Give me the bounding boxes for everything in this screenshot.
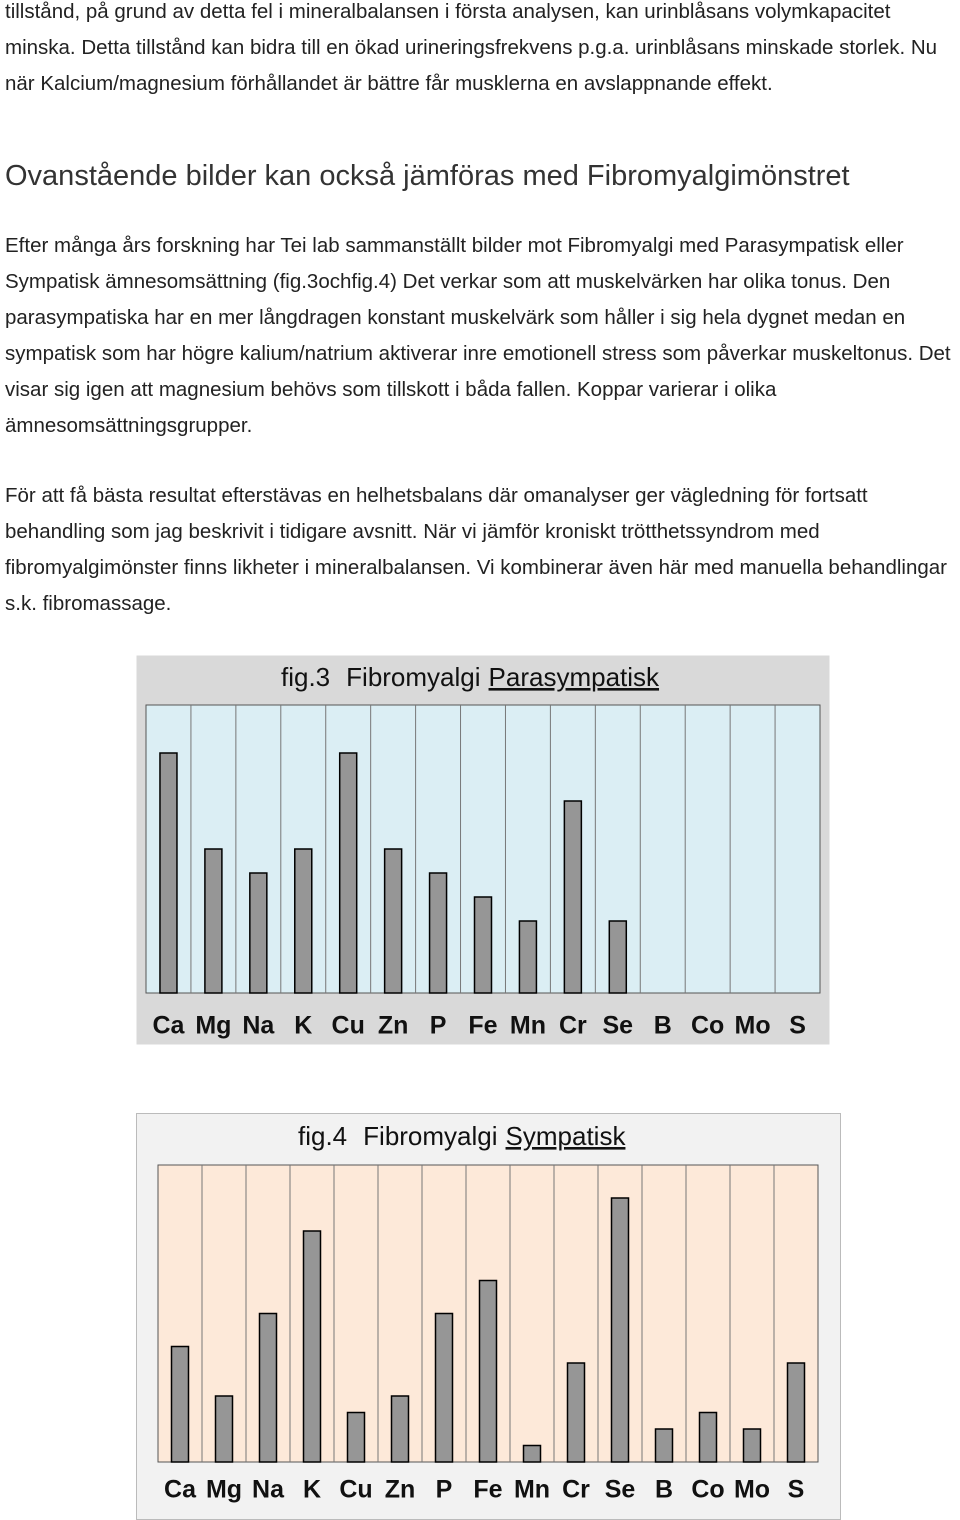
paragraph: tillstånd, på grund av detta fel i miner… [5, 0, 938, 95]
x-tick-label: Cr [559, 1012, 587, 1040]
figure-label: fig.4 [298, 1121, 347, 1151]
bar [478, 1279, 498, 1463]
x-tick-label: Co [691, 1476, 724, 1504]
x-tick-label: Ca [152, 1012, 185, 1040]
chart: fig.3 Fibromyalgi Parasympatisk Ca Mg Na K Cu Zn… [136, 655, 830, 1045]
x-tick-label: Cu [332, 1012, 365, 1040]
paragraph: Efter många års forskning har Tei lab sa… [5, 234, 951, 437]
x-tick-label: B [654, 1012, 672, 1040]
bar [338, 752, 358, 994]
bar [608, 920, 628, 994]
x-tick-label: P [430, 1012, 447, 1040]
x-tick-label: B [655, 1476, 673, 1504]
bar [428, 872, 448, 994]
chart-title: fig.4 Fibromyalgi Sympatisk [298, 1121, 626, 1151]
x-tick-label: Cr [562, 1476, 590, 1504]
x-tick-label: Mn [514, 1476, 550, 1504]
x-tick-label: Ca [164, 1476, 197, 1504]
bar [159, 752, 178, 994]
figure-label: fig.3 [281, 662, 330, 692]
bar [383, 848, 403, 994]
x-tick-label: Mg [195, 1012, 231, 1040]
bar [302, 1230, 322, 1463]
bar [610, 1197, 630, 1463]
bar [654, 1428, 674, 1463]
x-tick-label: Se [605, 1476, 636, 1504]
heading: Ovanstående bilder kan också jämföras me… [5, 160, 850, 192]
x-tick-label: Se [603, 1012, 634, 1040]
bar [522, 1444, 542, 1463]
bar [698, 1411, 718, 1463]
x-tick-label: K [294, 1012, 312, 1040]
bar [566, 1362, 586, 1463]
x-tick-label: Fe [468, 1012, 497, 1040]
x-tick-label: Mo [735, 1012, 771, 1040]
chart: fig.4 Fibromyalgi Sympatisk Ca Mg Na K Cu Zn P Fe M… [136, 1113, 841, 1520]
x-tick-label: Na [242, 1012, 275, 1040]
x-tick-label: K [303, 1476, 321, 1504]
title: Fibromyalgi [363, 1121, 497, 1151]
x-tick-label: Mo [734, 1476, 770, 1504]
x-tick-label: Cu [339, 1476, 372, 1504]
x-tick-label: Zn [378, 1012, 409, 1040]
bar [170, 1345, 190, 1463]
bar [390, 1395, 410, 1463]
x-tick-label: S [789, 1012, 806, 1040]
bar [518, 920, 538, 994]
paragraph: För att få bästa resultat efterstävas en… [5, 484, 947, 615]
bar [473, 896, 493, 994]
title-underlined: Sympatisk [506, 1121, 627, 1151]
x-tick-label: Zn [385, 1476, 416, 1504]
x-tick-label: S [788, 1476, 805, 1504]
x-tick-label: Mn [510, 1012, 546, 1040]
bar [258, 1312, 278, 1463]
title-underlined: Parasympatisk [489, 662, 660, 692]
bar [249, 872, 268, 994]
x-tick-label: Na [252, 1476, 285, 1504]
bar [563, 800, 583, 994]
bar [294, 848, 313, 994]
bar [204, 848, 223, 994]
bar [742, 1428, 762, 1463]
x-tick-label: Mg [206, 1476, 242, 1504]
title: Fibromyalgi [346, 662, 480, 692]
chart-title: fig.3 Fibromyalgi Parasympatisk [281, 662, 660, 692]
x-tick-label: Fe [473, 1476, 502, 1504]
bar [214, 1395, 234, 1463]
bar [786, 1362, 806, 1463]
bar [434, 1312, 454, 1463]
bar [346, 1411, 366, 1463]
x-tick-label: Co [691, 1012, 724, 1040]
x-tick-label: P [436, 1476, 453, 1504]
